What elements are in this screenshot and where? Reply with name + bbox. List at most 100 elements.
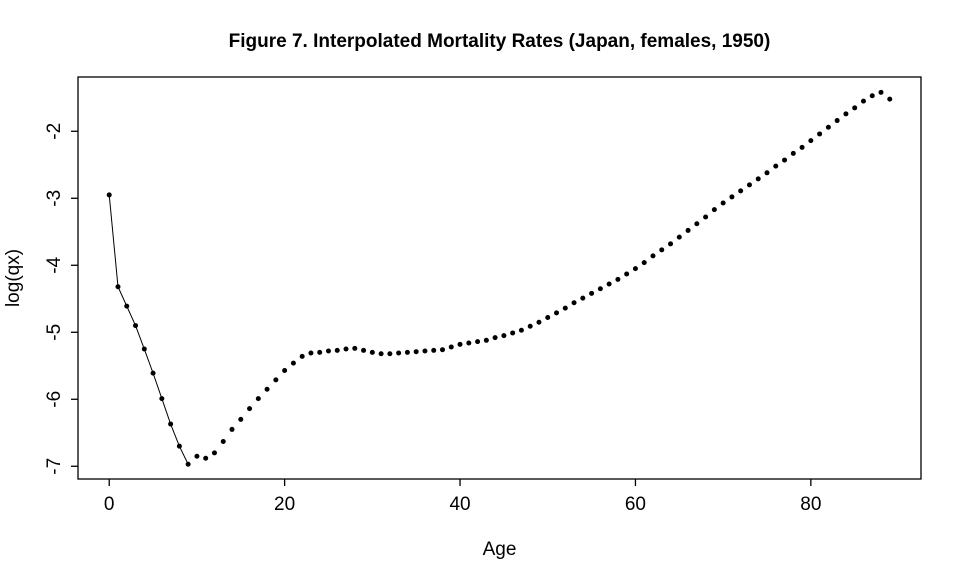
data-point bbox=[475, 339, 481, 345]
y-axis-label: log(qx) bbox=[3, 248, 24, 308]
data-point bbox=[545, 315, 551, 321]
data-point bbox=[150, 370, 156, 376]
data-point bbox=[448, 344, 454, 350]
data-point bbox=[799, 144, 805, 150]
data-point bbox=[422, 348, 428, 354]
data-point bbox=[273, 377, 279, 383]
x-tick-label: 20 bbox=[274, 494, 295, 515]
data-point bbox=[238, 416, 244, 422]
data-point bbox=[685, 227, 691, 233]
data-point bbox=[764, 170, 770, 176]
x-axis-label: Age bbox=[482, 539, 517, 560]
data-point bbox=[466, 340, 472, 346]
y-tick-label: -4 bbox=[44, 256, 65, 273]
x-tick-label: 60 bbox=[625, 494, 646, 515]
data-point bbox=[343, 346, 349, 352]
data-point bbox=[194, 453, 200, 459]
data-point bbox=[641, 260, 647, 266]
data-point bbox=[825, 124, 831, 130]
data-point bbox=[290, 360, 296, 366]
data-point bbox=[676, 234, 682, 240]
data-point bbox=[878, 89, 884, 95]
data-point bbox=[457, 341, 463, 347]
data-point bbox=[624, 271, 630, 277]
data-point bbox=[352, 345, 358, 351]
plot-border bbox=[77, 76, 922, 480]
data-point bbox=[308, 350, 314, 356]
data-point bbox=[483, 337, 489, 343]
data-point bbox=[527, 323, 533, 329]
data-point bbox=[694, 221, 700, 227]
data-point bbox=[124, 303, 130, 309]
data-point bbox=[562, 305, 568, 311]
data-point bbox=[773, 163, 779, 169]
data-point bbox=[887, 96, 893, 102]
data-point bbox=[133, 323, 139, 329]
data-point bbox=[229, 426, 235, 432]
data-point bbox=[203, 455, 209, 461]
data-point bbox=[659, 247, 665, 253]
data-point bbox=[211, 450, 217, 456]
data-point bbox=[387, 351, 393, 357]
y-tick-label: -3 bbox=[44, 190, 65, 207]
x-tick-label: 40 bbox=[449, 494, 470, 515]
data-point bbox=[518, 327, 524, 333]
data-point bbox=[255, 396, 261, 402]
y-tick-label: -5 bbox=[44, 324, 65, 341]
data-point bbox=[729, 194, 735, 200]
data-point bbox=[790, 150, 796, 156]
data-point bbox=[115, 284, 121, 290]
data-point bbox=[817, 131, 823, 137]
y-tick-label: -6 bbox=[44, 391, 65, 408]
data-point bbox=[580, 295, 586, 301]
data-point bbox=[396, 350, 402, 356]
data-point bbox=[843, 111, 849, 117]
data-point bbox=[869, 93, 875, 99]
data-point bbox=[299, 353, 305, 359]
data-point bbox=[176, 443, 182, 449]
chart-title: Figure 7. Interpolated Mortality Rates (… bbox=[228, 31, 771, 52]
data-point bbox=[247, 406, 253, 412]
data-point bbox=[106, 192, 112, 198]
data-point bbox=[650, 253, 656, 259]
data-point bbox=[746, 182, 752, 188]
data-point bbox=[834, 118, 840, 124]
data-point bbox=[404, 349, 410, 355]
data-point bbox=[606, 281, 612, 287]
data-point bbox=[378, 351, 384, 357]
data-point bbox=[431, 347, 437, 353]
data-point bbox=[501, 333, 507, 339]
data-point bbox=[860, 98, 866, 104]
y-tick-label: -2 bbox=[44, 123, 65, 140]
data-point bbox=[439, 347, 445, 353]
data-point bbox=[361, 347, 367, 353]
interpolation-line bbox=[108, 194, 189, 465]
data-point bbox=[220, 438, 226, 444]
data-point bbox=[413, 349, 419, 355]
data-point bbox=[852, 105, 858, 111]
data-point bbox=[492, 335, 498, 341]
data-point bbox=[703, 214, 709, 220]
data-point bbox=[141, 346, 147, 352]
data-point bbox=[317, 349, 323, 355]
data-point bbox=[589, 290, 595, 296]
data-point bbox=[597, 286, 603, 292]
data-point bbox=[738, 188, 744, 194]
x-tick-label: 80 bbox=[800, 494, 821, 515]
data-point bbox=[755, 176, 761, 182]
x-tick-label: 0 bbox=[104, 494, 115, 515]
data-point bbox=[554, 310, 560, 316]
data-point bbox=[334, 347, 340, 353]
data-point bbox=[282, 367, 288, 373]
y-tick-label: -7 bbox=[44, 458, 65, 475]
data-point bbox=[369, 349, 375, 355]
data-point bbox=[711, 207, 717, 213]
data-point bbox=[185, 461, 191, 467]
data-point bbox=[632, 266, 638, 272]
data-point bbox=[536, 319, 542, 325]
data-point bbox=[720, 200, 726, 206]
data-point bbox=[571, 300, 577, 306]
data-point bbox=[168, 421, 174, 427]
